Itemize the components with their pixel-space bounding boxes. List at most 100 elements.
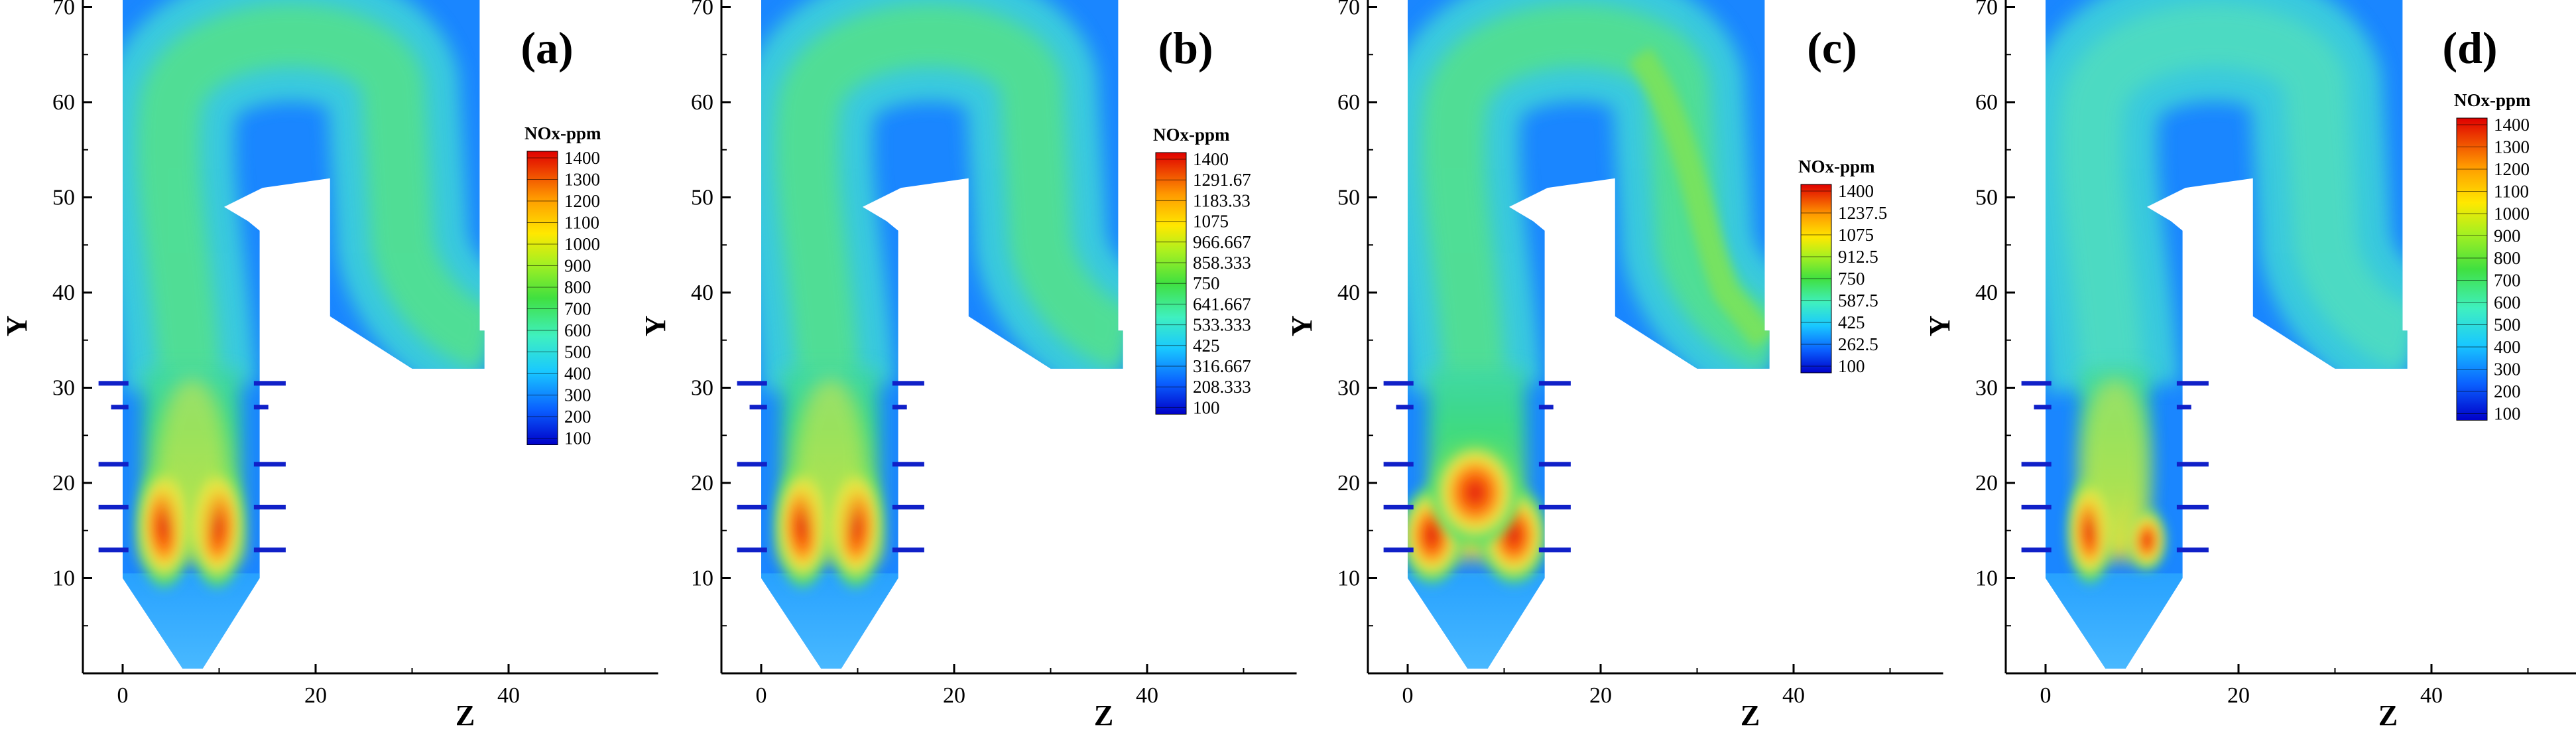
- burner-nozzle-left: [2021, 547, 2052, 553]
- x-axis-label: Z: [1741, 699, 1760, 732]
- x-tick-label: 20: [2227, 683, 2250, 708]
- flow-band-core: [1422, 3, 1770, 390]
- panel-b: 10 20 30 40 50 60 70 0 20 40 Z Y (b) NOx-ppm 14001291.…: [639, 0, 1297, 732]
- y-tick-label: 70: [52, 0, 75, 20]
- legend-level-label: 1291.67: [1193, 170, 1251, 190]
- contour-field: [2046, 0, 2408, 669]
- legend-level-label: 100: [1193, 397, 1220, 417]
- x-tick-label: 40: [1136, 683, 1158, 708]
- legend-level-label: 1075: [1193, 212, 1229, 232]
- x-tick-label: 0: [756, 683, 767, 708]
- burner-nozzle-left: [1396, 405, 1414, 410]
- burner-nozzle-right: [892, 381, 924, 386]
- legend-level-label: 600: [2494, 293, 2521, 312]
- burner-nozzle-left: [2021, 504, 2052, 509]
- burner-nozzle-left: [98, 547, 129, 553]
- legend-level-label: 858.333: [1193, 253, 1251, 273]
- y-tick-label: 40: [1337, 281, 1360, 305]
- legend-title: NOx-ppm: [2454, 90, 2531, 110]
- legend-level-label: 1400: [2494, 115, 2530, 135]
- y-tick-label: 40: [52, 281, 75, 305]
- panel-label: (d): [2442, 23, 2497, 73]
- legend-level-label: 400: [2494, 337, 2521, 357]
- burner-nozzle-right: [2176, 462, 2209, 467]
- legend-level-label: 966.667: [1193, 232, 1251, 252]
- burner-nozzle-right: [253, 504, 286, 509]
- legend-level-label: 500: [564, 342, 591, 362]
- burner-nozzle-right: [892, 504, 924, 509]
- y-tick-label: 50: [1975, 186, 1998, 210]
- burner-nozzle-right: [1538, 381, 1571, 386]
- hopper-region: [123, 573, 277, 669]
- legend-level-label: 600: [564, 320, 591, 340]
- hot-spot: [1427, 435, 1524, 550]
- x-axis-label: Z: [456, 699, 475, 732]
- legend-level-label: 208.333: [1193, 377, 1251, 397]
- legend-level-label: 400: [564, 364, 591, 383]
- burner-nozzle-right: [1538, 462, 1571, 467]
- legend-level-label: 750: [1838, 269, 1865, 289]
- legend-colorbar: [526, 151, 558, 445]
- exit-streak: [1628, 46, 1770, 349]
- y-tick-label: 20: [691, 471, 713, 496]
- legend-level-label: 425: [1838, 312, 1865, 332]
- flow-band-core: [2059, 3, 2408, 390]
- legend-level-label: 1000: [564, 234, 600, 254]
- burner-nozzle-left: [98, 504, 129, 509]
- y-axis-label: Y: [1, 315, 33, 336]
- legend-level-label: 425: [1193, 336, 1220, 356]
- burner-nozzle-left: [1383, 381, 1414, 386]
- y-tick-label: 30: [1975, 376, 1998, 401]
- legend-level-label: 1183.33: [1193, 190, 1251, 210]
- legend-level-label: 900: [2494, 226, 2521, 246]
- y-tick-label: 10: [691, 567, 713, 591]
- legend-level-label: 700: [564, 299, 591, 319]
- y-tick-label: 60: [52, 90, 75, 115]
- legend-colorbar: [2456, 117, 2488, 421]
- y-tick-label: 20: [1975, 471, 1998, 496]
- burner-nozzle-right: [892, 547, 924, 553]
- y-tick-label: 60: [1337, 90, 1360, 115]
- burner-nozzle-left: [737, 504, 767, 509]
- burner-nozzle-left: [2021, 462, 2052, 467]
- legend-level-label: 300: [2494, 360, 2521, 379]
- x-tick-label: 40: [497, 683, 520, 708]
- burner-nozzle-left: [2034, 405, 2052, 410]
- legend-level-label: 641.667: [1193, 294, 1251, 314]
- y-tick-label: 10: [1975, 567, 1998, 591]
- burner-nozzle-left: [1383, 462, 1414, 467]
- legend-level-label: 1075: [1838, 225, 1874, 245]
- legend-level-label: 800: [2494, 248, 2521, 268]
- burner-nozzle-right: [253, 547, 286, 553]
- burner-nozzle-left: [98, 462, 129, 467]
- panel-label: (a): [521, 23, 573, 73]
- hopper-region: [1408, 573, 1562, 669]
- y-tick-label: 50: [691, 186, 713, 210]
- burner-nozzle-right: [1538, 547, 1571, 553]
- burner-nozzle-right: [1538, 405, 1554, 410]
- legend-level-label: 200: [2494, 381, 2521, 401]
- burner-nozzle-right: [2176, 381, 2209, 386]
- legend-level-label: 100: [2494, 404, 2521, 424]
- legend-level-label: 500: [2494, 315, 2521, 335]
- burner-nozzle-right: [2176, 405, 2191, 410]
- legend-level-label: 800: [564, 277, 591, 297]
- legend-level-label: 1200: [564, 191, 600, 211]
- burner-nozzle-right: [253, 381, 286, 386]
- y-axis-label: Y: [1924, 315, 1956, 336]
- x-tick-label: 40: [2420, 683, 2443, 708]
- contour-field: [761, 0, 1123, 669]
- x-tick-label: 0: [1402, 683, 1414, 708]
- warm-core: [2080, 378, 2150, 550]
- burner-nozzle-right: [1538, 504, 1571, 509]
- warm-core: [157, 378, 227, 550]
- y-tick-label: 60: [691, 90, 713, 115]
- burner-nozzle-left: [1383, 504, 1414, 509]
- legend-level-label: 316.667: [1193, 356, 1251, 376]
- y-tick-label: 30: [52, 376, 75, 401]
